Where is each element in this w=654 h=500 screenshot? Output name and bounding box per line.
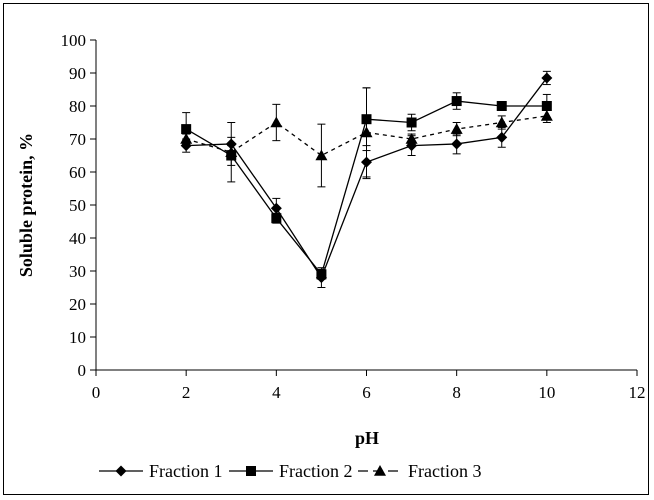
y-tick-label: 50 <box>69 196 86 215</box>
data-point <box>270 202 282 214</box>
y-tick-label: 80 <box>69 97 86 116</box>
data-point <box>360 126 373 138</box>
data-point <box>406 117 417 128</box>
legend-label: Fraction 2 <box>279 461 353 481</box>
series-line <box>185 115 547 157</box>
x-tick-label: 8 <box>452 383 461 402</box>
data-point <box>225 146 238 157</box>
legend-marker <box>246 466 256 476</box>
data-point <box>405 133 418 144</box>
legend-label: Fraction 3 <box>408 461 482 481</box>
y-axis-title: Soluble protein, % <box>16 133 36 277</box>
series-layer <box>180 70 553 288</box>
y-tick-label: 90 <box>69 64 86 83</box>
data-point <box>181 124 192 135</box>
y-tick-label: 30 <box>69 262 86 281</box>
data-point <box>451 138 463 150</box>
legend-marker <box>115 465 127 477</box>
legend: Fraction 1 Fraction 2 Fraction 3 <box>99 461 482 481</box>
data-point <box>270 116 283 128</box>
axes: 0 10 20 30 40 50 60 70 80 90 100 0 2 4 6 8 10 12 <box>61 31 646 402</box>
y-tick-label: 100 <box>61 31 87 50</box>
data-point <box>180 133 193 144</box>
legend-entry-2: Fraction 2 <box>229 461 353 481</box>
legend-entry-3: Fraction 3 <box>358 461 482 481</box>
x-tick-label: 10 <box>538 383 555 402</box>
legend-label: Fraction 1 <box>149 461 223 481</box>
data-point <box>315 149 328 161</box>
y-tick-label: 40 <box>69 229 86 248</box>
legend-entry-1: Fraction 1 <box>99 461 223 481</box>
x-tick-label: 2 <box>182 383 191 402</box>
legend-marker <box>374 465 386 476</box>
data-point <box>541 101 552 111</box>
data-point <box>316 269 327 280</box>
y-tick-label: 70 <box>69 130 86 149</box>
data-point <box>540 109 553 121</box>
data-point <box>450 123 463 134</box>
x-tick-label: 0 <box>92 383 101 402</box>
x-tick-label: 12 <box>629 383 646 402</box>
x-tick-label: 6 <box>362 383 371 402</box>
y-tick-label: 20 <box>69 295 86 314</box>
x-tick-label: 4 <box>272 383 281 402</box>
x-axis-title: pH <box>355 428 379 448</box>
y-tick-label: 60 <box>69 163 86 182</box>
data-point <box>495 116 508 128</box>
data-point <box>496 101 507 111</box>
y-tick-label: 10 <box>69 328 86 347</box>
data-point <box>541 72 553 84</box>
data-point <box>496 131 508 143</box>
series-3 <box>180 87 553 188</box>
data-point <box>271 213 282 224</box>
data-point <box>451 96 462 107</box>
y-tick-label: 0 <box>78 361 87 380</box>
